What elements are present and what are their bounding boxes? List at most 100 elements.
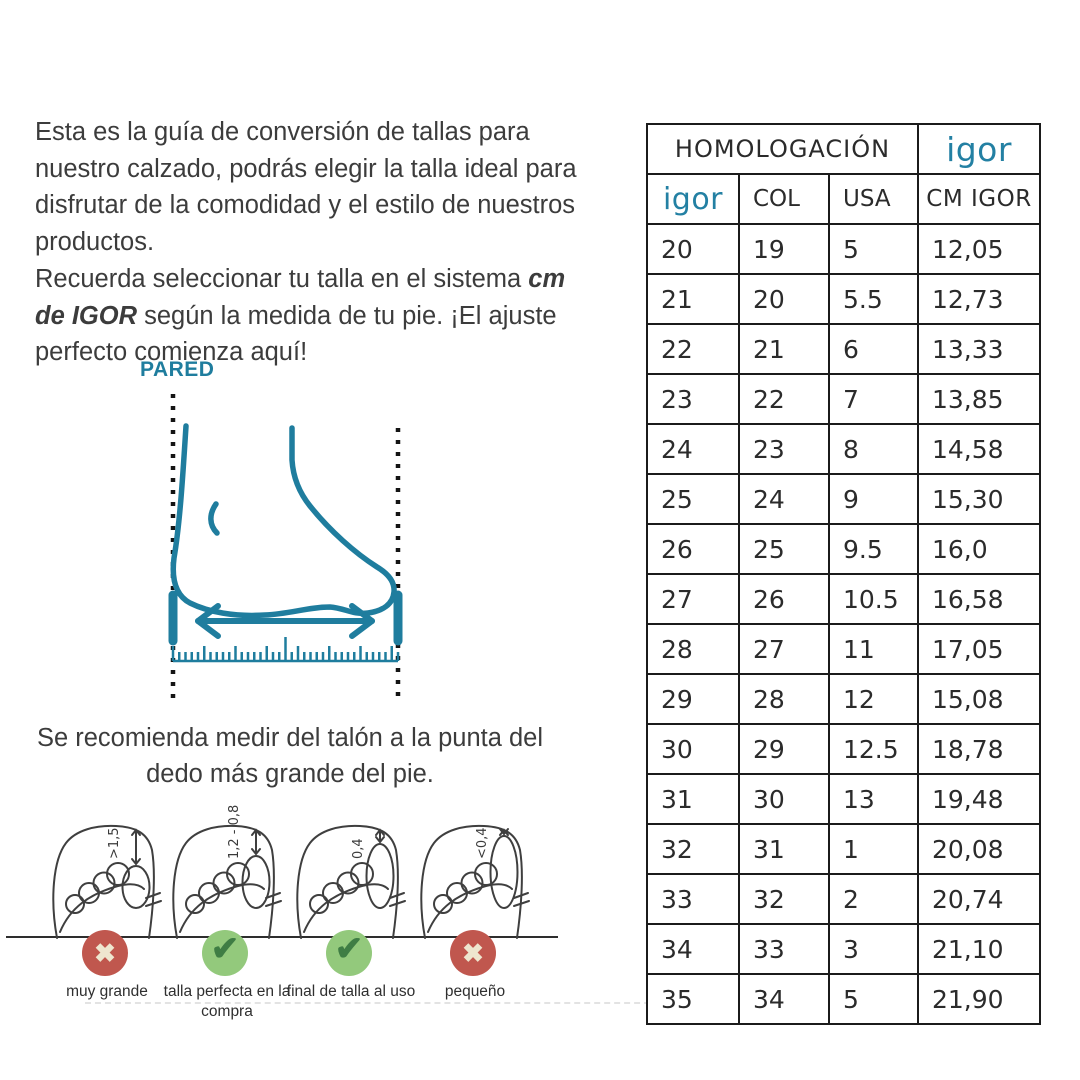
fit-label: muy grande [66, 983, 148, 1000]
table-cell: 10.5 [828, 573, 919, 625]
table-cell: 21 [738, 323, 830, 375]
table-cell: 2 [828, 873, 919, 925]
table-row: 30 29 12.5 18,78 [646, 723, 1041, 775]
foot-sketch [420, 824, 530, 939]
table-row: 21 20 5.5 12,73 [646, 273, 1041, 325]
table-cell: 17,05 [917, 623, 1041, 675]
column-header-col: COL [738, 173, 830, 225]
table-cell: 20,74 [917, 873, 1041, 925]
table-cell: 3 [828, 923, 919, 975]
x-icon: ✖ [450, 930, 496, 976]
table-cell: 34 [646, 923, 740, 975]
table-cell: 30 [646, 723, 740, 775]
table-cell: 23 [646, 373, 740, 425]
table-cell: 29 [646, 673, 740, 725]
measure-caption: Se recomienda medir del talón a la punta… [36, 724, 544, 789]
table-cell: 21 [646, 273, 740, 325]
table-cell: 20 [646, 223, 740, 275]
table-cell: 13 [828, 773, 919, 825]
column-header-cm-igor: CM IGOR [917, 173, 1041, 225]
table-cell: 21,90 [917, 973, 1041, 1025]
intro-p2-suffix: según la medida de tu pie. ¡El ajuste pe… [35, 301, 557, 367]
table-cell: 14,58 [917, 423, 1041, 475]
table-cell: 22 [738, 373, 830, 425]
table-cell: 13,85 [917, 373, 1041, 425]
foot-sketch [296, 824, 406, 939]
table-cell: 6 [828, 323, 919, 375]
table-cell: 5 [828, 223, 919, 275]
size-table-body: 20 19 5 12,05 21 20 5.5 12,73 22 21 6 13,33 23 22 7 13,… [646, 223, 1041, 1025]
table-cell: 24 [738, 473, 830, 525]
table-cell: 29 [738, 723, 830, 775]
foot-sketch [52, 824, 162, 939]
table-cell: 16,58 [917, 573, 1041, 625]
table-cell: 19,48 [917, 773, 1041, 825]
table-cell: 20 [738, 273, 830, 325]
check-icon: ✔ [326, 930, 372, 976]
fit-guide-item: 0,4 ✔ final de talla al uso [287, 822, 415, 1022]
table-cell: 34 [738, 973, 830, 1025]
ground-line [6, 936, 558, 938]
table-row: 35 34 5 21,90 [646, 973, 1041, 1025]
table-cell: 32 [646, 823, 740, 875]
column-header-usa: USA [828, 173, 919, 225]
table-cell: 25 [738, 523, 830, 575]
foot-sketch [172, 824, 282, 939]
table-title: HOMOLOGACIÓN [646, 123, 919, 175]
table-cell: 27 [738, 623, 830, 675]
size-table: HOMOLOGACIÓN igor igor COL USA CM IGOR 2… [646, 123, 1041, 1025]
faint-dashed-line [85, 1002, 710, 1004]
table-cell: 9.5 [828, 523, 919, 575]
intro-p2-bold: cm de IGOR [35, 264, 566, 330]
table-row: 28 27 11 17,05 [646, 623, 1041, 675]
table-cell: 5.5 [828, 273, 919, 325]
intro-text: Esta es la guía de conversión de tallas … [35, 114, 580, 371]
column-header-igor: igor [646, 173, 740, 225]
table-cell: 12,73 [917, 273, 1041, 325]
table-row: 22 21 6 13,33 [646, 323, 1041, 375]
igor-logo: igor [662, 181, 724, 217]
table-title-row: HOMOLOGACIÓN igor [646, 123, 1041, 175]
check-icon: ✔ [202, 930, 248, 976]
table-cell: 15,08 [917, 673, 1041, 725]
table-row: 29 28 12 15,08 [646, 673, 1041, 725]
table-header-row: igor COL USA CM IGOR [646, 173, 1041, 225]
table-cell: 20,08 [917, 823, 1041, 875]
table-row: 31 30 13 19,48 [646, 773, 1041, 825]
igor-logo: igor [946, 129, 1012, 169]
table-cell: 35 [646, 973, 740, 1025]
table-row: 24 23 8 14,58 [646, 423, 1041, 475]
table-cell: 19 [738, 223, 830, 275]
table-cell: 26 [738, 573, 830, 625]
intro-paragraph-1: Esta es la guía de conversión de tallas … [35, 118, 577, 257]
table-cell: 22 [646, 323, 740, 375]
table-cell: 15,30 [917, 473, 1041, 525]
table-cell: 7 [828, 373, 919, 425]
table-cell: 30 [738, 773, 830, 825]
table-cell: 18,78 [917, 723, 1041, 775]
table-cell: 28 [646, 623, 740, 675]
table-cell: 33 [646, 873, 740, 925]
table-cell: 33 [738, 923, 830, 975]
table-cell: 16,0 [917, 523, 1041, 575]
table-row: 26 25 9.5 16,0 [646, 523, 1041, 575]
table-row: 27 26 10.5 16,58 [646, 573, 1041, 625]
table-cell: 1 [828, 823, 919, 875]
table-row: 23 22 7 13,85 [646, 373, 1041, 425]
fit-guide-item: <0,4 ✖ pequeño [412, 822, 538, 1022]
table-cell: 23 [738, 423, 830, 475]
fit-label: final de talla al uso [286, 983, 416, 1000]
table-cell: 31 [646, 773, 740, 825]
table-cell: 24 [646, 423, 740, 475]
ruler [171, 637, 400, 663]
fit-label: talla perfecta en la compra [163, 983, 291, 1021]
table-cell: 28 [738, 673, 830, 725]
table-cell: 32 [738, 873, 830, 925]
foot-measure-diagram [168, 394, 403, 700]
table-cell: 12.5 [828, 723, 919, 775]
brand-logo-cell: igor [917, 123, 1041, 175]
table-cell: 8 [828, 423, 919, 475]
table-cell: 21,10 [917, 923, 1041, 975]
table-cell: 25 [646, 473, 740, 525]
